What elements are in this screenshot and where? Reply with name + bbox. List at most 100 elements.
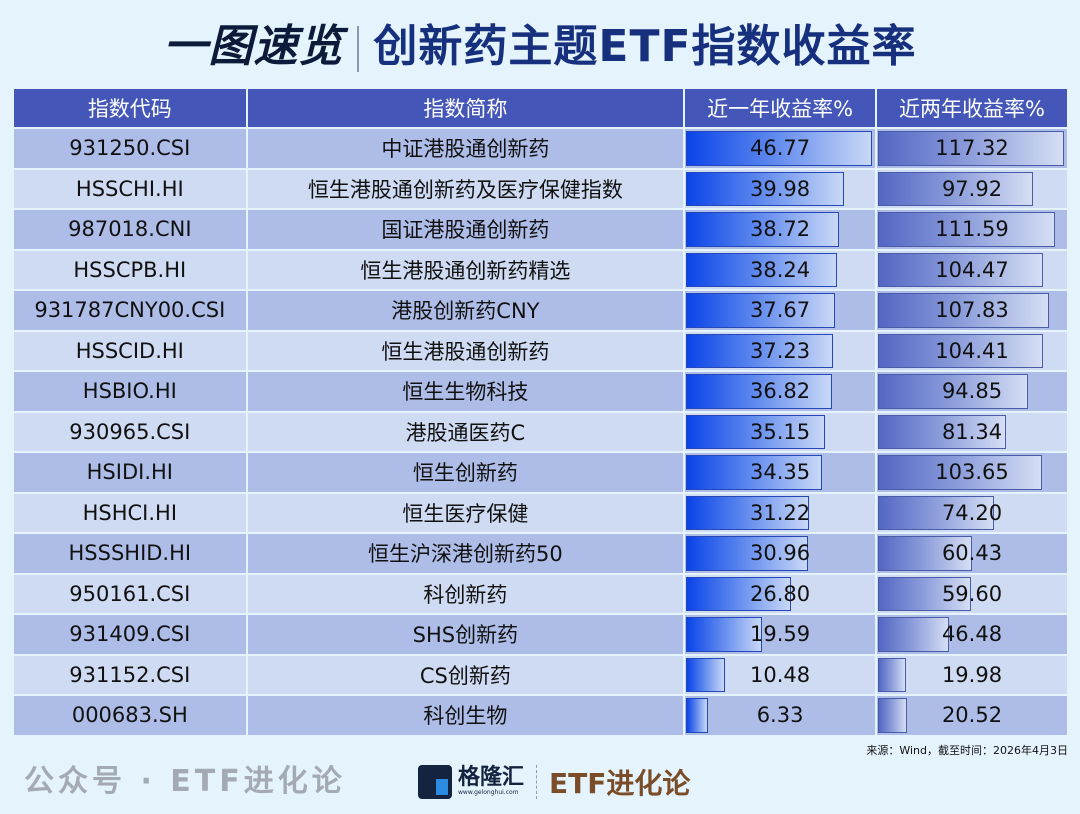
return-1y-bar — [686, 495, 809, 530]
return-2y-cell: 111.59 — [877, 210, 1067, 249]
return-1y-cell: 46.77 — [685, 129, 875, 168]
return-2y-value: 94.85 — [941, 379, 1003, 404]
table-row: HSSCPB.HI 恒生港股通创新药精选 38.24 104.47 — [14, 250, 1067, 289]
index-code: 987018.CNI — [14, 210, 246, 249]
return-2y-value: 117.32 — [935, 136, 1009, 161]
index-name: 恒生医疗保健 — [247, 493, 684, 532]
return-1y-value: 37.23 — [750, 338, 811, 363]
index-code: HSBIO.HI — [14, 372, 246, 411]
index-code: HSSCHI.HI — [14, 169, 246, 208]
return-2y-cell: 19.98 — [877, 655, 1067, 694]
return-2y-value: 20.52 — [941, 703, 1003, 728]
logo-divider — [536, 765, 538, 799]
index-name: 恒生港股通创新药 — [247, 331, 684, 370]
returns-table: 指数代码 指数简称 近一年收益率% 近两年收益率% 931250.CSI 中证港股… — [12, 87, 1069, 737]
index-code: 931250.CSI — [14, 129, 246, 168]
index-name: 恒生港股通创新药及医疗保健指数 — [247, 169, 684, 208]
table-row: 000683.SH 科创生物 6.33 20.52 — [14, 696, 1067, 735]
table-row: 931409.CSI SHS创新药 19.59 46.48 — [14, 615, 1067, 654]
return-1y-bar — [686, 333, 834, 368]
gelonghui-logo-icon — [418, 765, 452, 799]
index-code: HSHCI.HI — [14, 493, 246, 532]
return-1y-bar — [686, 455, 822, 490]
page-title: 一图速览 创新药主题ETF指数收益率 — [0, 12, 1080, 82]
table-row: HSBIO.HI 恒生生物科技 36.82 94.85 — [14, 372, 1067, 411]
brand-url: www.gelonghui.com — [458, 789, 519, 796]
return-2y-bar — [878, 617, 950, 652]
return-2y-value: 107.83 — [935, 298, 1009, 323]
return-2y-cell: 60.43 — [877, 534, 1067, 573]
title-right: 创新药主题ETF指数收益率 — [373, 21, 917, 72]
return-2y-value: 111.59 — [935, 217, 1009, 242]
return-1y-cell: 38.24 — [685, 250, 875, 289]
return-2y-value: 60.43 — [941, 541, 1003, 566]
index-name: 恒生生物科技 — [247, 372, 684, 411]
return-2y-bar — [878, 171, 1033, 206]
return-1y-bar — [686, 576, 791, 611]
table-row: 950161.CSI 科创新药 26.80 59.60 — [14, 574, 1067, 613]
return-1y-cell: 36.82 — [685, 372, 875, 411]
table-row: 931152.CSI CS创新药 10.48 19.98 — [14, 655, 1067, 694]
return-1y-cell: 6.33 — [685, 696, 875, 735]
index-name: SHS创新药 — [247, 615, 684, 654]
return-1y-bar — [686, 131, 872, 166]
index-name: 科创生物 — [247, 696, 684, 735]
return-2y-cell: 107.83 — [877, 291, 1067, 330]
return-1y-bar — [686, 374, 832, 409]
return-2y-cell: 59.60 — [877, 574, 1067, 613]
return-2y-bar — [878, 414, 1006, 449]
index-name: 恒生港股通创新药精选 — [247, 250, 684, 289]
return-2y-value: 46.48 — [941, 622, 1003, 647]
return-1y-cell: 37.23 — [685, 331, 875, 370]
index-code: HSSSHID.HI — [14, 534, 246, 573]
return-1y-cell: 26.80 — [685, 574, 875, 613]
index-name: 恒生创新药 — [247, 453, 684, 492]
return-1y-bar — [686, 698, 708, 733]
return-1y-cell: 37.67 — [685, 291, 875, 330]
col-header-1y: 近一年收益率% — [685, 89, 875, 127]
return-2y-bar — [878, 333, 1044, 368]
index-code: HSIDI.HI — [14, 453, 246, 492]
watermark: 公众号 · ETF进化论 — [24, 764, 346, 799]
return-2y-bar — [878, 657, 907, 692]
return-2y-bar — [878, 536, 972, 571]
return-1y-cell: 34.35 — [685, 453, 875, 492]
brand-name: 格隆汇 www.gelonghui.com — [458, 767, 524, 797]
return-2y-bar — [878, 374, 1028, 409]
return-2y-cell: 74.20 — [877, 493, 1067, 532]
return-2y-bar — [878, 576, 971, 611]
table-header: 指数代码 指数简称 近一年收益率% 近两年收益率% — [14, 89, 1067, 127]
col-header-2y: 近两年收益率% — [877, 89, 1067, 127]
index-name: 中证港股通创新药 — [247, 129, 684, 168]
footer-logo: 格隆汇 www.gelonghui.com ETF进化论 — [418, 762, 690, 802]
table-row: HSHCI.HI 恒生医疗保健 31.22 74.20 — [14, 493, 1067, 532]
return-2y-value: 97.92 — [941, 176, 1003, 201]
index-code: 931409.CSI — [14, 615, 246, 654]
return-1y-value: 37.67 — [750, 298, 811, 323]
return-2y-bar — [878, 212, 1055, 247]
brand-text: 格隆汇 — [458, 765, 525, 790]
table-row: HSSCID.HI 恒生港股通创新药 37.23 104.41 — [14, 331, 1067, 370]
return-1y-bar — [686, 414, 825, 449]
return-2y-cell: 94.85 — [877, 372, 1067, 411]
return-1y-value: 35.15 — [750, 419, 811, 444]
return-1y-value: 6.33 — [756, 703, 804, 728]
index-name: 科创新药 — [247, 574, 684, 613]
return-2y-cell: 97.92 — [877, 169, 1067, 208]
index-code: 931152.CSI — [14, 655, 246, 694]
return-1y-value: 19.59 — [750, 622, 811, 647]
return-1y-value: 36.82 — [750, 379, 811, 404]
return-2y-value: 104.47 — [935, 257, 1009, 282]
return-1y-value: 34.35 — [750, 460, 811, 485]
return-2y-value: 81.34 — [941, 419, 1003, 444]
index-code: HSSCPB.HI — [14, 250, 246, 289]
return-1y-bar — [686, 617, 762, 652]
source-note: 来源：Wind，截至时间：2026年4月3日 — [866, 744, 1068, 757]
return-2y-cell: 46.48 — [877, 615, 1067, 654]
return-1y-cell: 10.48 — [685, 655, 875, 694]
return-2y-cell: 103.65 — [877, 453, 1067, 492]
return-1y-bar — [686, 536, 808, 571]
return-2y-cell: 117.32 — [877, 129, 1067, 168]
return-1y-value: 38.24 — [750, 257, 811, 282]
col-header-code: 指数代码 — [14, 89, 246, 127]
